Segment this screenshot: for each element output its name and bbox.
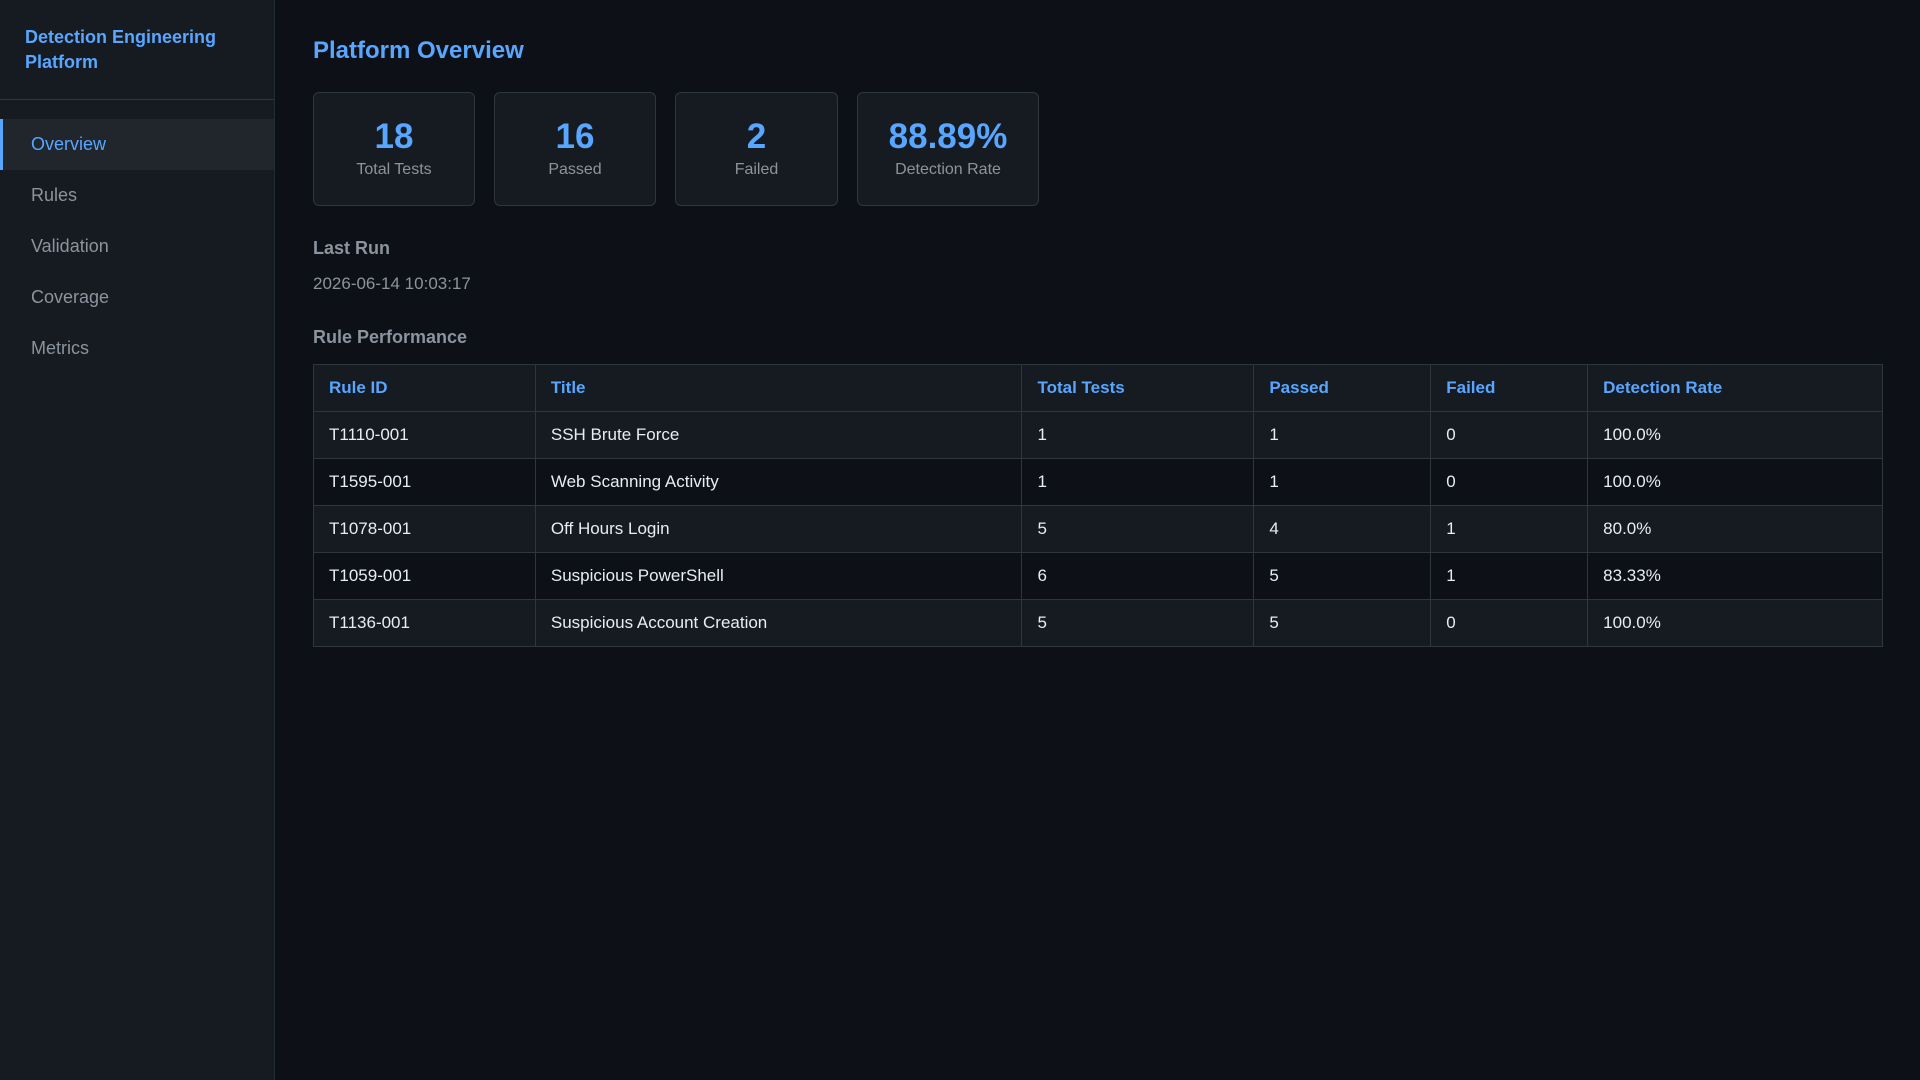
stat-value: 16 (555, 117, 595, 156)
table-cell: 100.0% (1587, 458, 1883, 506)
stat-value: 2 (746, 117, 767, 156)
column-header[interactable]: Passed (1253, 364, 1432, 412)
table-cell: SSH Brute Force (534, 411, 1023, 459)
page-title: Platform Overview (313, 37, 524, 64)
table-cell: 1 (1430, 505, 1589, 553)
table-row: T1078-001 Off Hours Login 5 4 1 80.0% (313, 505, 1883, 553)
column-header[interactable]: Failed (1430, 364, 1589, 412)
sidebar: Detection Engineering Platform Overview R… (0, 0, 275, 1080)
table-cell: Suspicious Account Creation (534, 599, 1023, 647)
stat-value: 88.89% (888, 117, 1008, 156)
table-cell: 5 (1253, 599, 1432, 647)
table-cell: 83.33% (1587, 552, 1883, 600)
stat-label: Detection Rate (895, 161, 1001, 178)
table-cell: 1 (1021, 458, 1255, 506)
table-cell: 0 (1430, 458, 1589, 506)
table-cell: 1 (1253, 411, 1432, 459)
column-header[interactable]: Total Tests (1021, 364, 1255, 412)
table-row: T1595-001 Web Scanning Activity 1 1 0 100.0% (313, 458, 1883, 506)
table-cell: 1 (1430, 552, 1589, 600)
table-heading: Rule Performance (313, 327, 468, 347)
column-header[interactable]: Rule ID (313, 364, 536, 412)
table-cell: T1595-001 (313, 458, 536, 506)
table-cell: 5 (1253, 552, 1432, 600)
table-cell: Web Scanning Activity (534, 458, 1023, 506)
table-cell: 5 (1021, 599, 1255, 647)
table-cell: 0 (1430, 599, 1589, 647)
table-cell: 6 (1021, 552, 1255, 600)
nav: Overview Rules Validation Coverage Metrics (0, 119, 274, 374)
stat-value: 18 (374, 117, 414, 156)
column-header[interactable]: Detection Rate (1587, 364, 1883, 412)
nav-item[interactable]: Rules (31, 185, 78, 205)
table-cell: T1078-001 (313, 505, 536, 553)
table-cell: T1059-001 (313, 552, 536, 600)
table-cell: 0 (1430, 411, 1589, 459)
last-run-time: 2026-06-14 10:03:17 (313, 274, 471, 293)
table-row: T1110-001 SSH Brute Force 1 1 0 100.0% (313, 411, 1883, 459)
rule-table: Rule ID Title Total Tests Passed Failed Detec… (313, 364, 1883, 647)
header-row: Rule ID Title Total Tests Passed Failed Detec… (313, 364, 1883, 412)
stat-label: Total Tests (356, 161, 432, 178)
table-cell: 100.0% (1587, 411, 1883, 459)
table-cell: 100.0% (1587, 599, 1883, 647)
table-cell: 1 (1021, 411, 1255, 459)
table-row: T1136-001 Suspicious Account Creation 5 5 0 1… (313, 599, 1883, 647)
last-run-heading: Last Run (313, 238, 391, 258)
stat-card: 16 Passed (494, 92, 656, 206)
stat-label: Failed (734, 161, 779, 178)
table-cell: 80.0% (1587, 505, 1883, 553)
nav-item[interactable]: Overview (0, 119, 274, 170)
nav-item[interactable]: Metrics (31, 338, 89, 358)
stat-card: 88.89% Detection Rate (857, 92, 1039, 206)
table-cell: 1 (1253, 458, 1432, 506)
table-cell: T1110-001 (313, 411, 536, 459)
table-cell: 4 (1253, 505, 1432, 553)
stats: 18 Total Tests 16 Passed 2 Failed 88.89% Detect… (313, 92, 1039, 206)
table-cell: Suspicious PowerShell (534, 552, 1023, 600)
nav-item[interactable]: Coverage (31, 287, 110, 307)
table-cell: 5 (1021, 505, 1255, 553)
brand: Detection Engineering Platform (0, 0, 274, 100)
stat-label: Passed (548, 161, 602, 178)
nav-item[interactable]: Validation (31, 236, 109, 256)
column-header[interactable]: Title (534, 364, 1023, 412)
table-row: T1059-001 Suspicious PowerShell 6 5 1 83.33% (313, 552, 1883, 600)
table-cell: Off Hours Login (534, 505, 1023, 553)
table-cell: T1136-001 (313, 599, 536, 647)
stat-card: 18 Total Tests (313, 92, 475, 206)
stat-card: 2 Failed (675, 92, 838, 206)
